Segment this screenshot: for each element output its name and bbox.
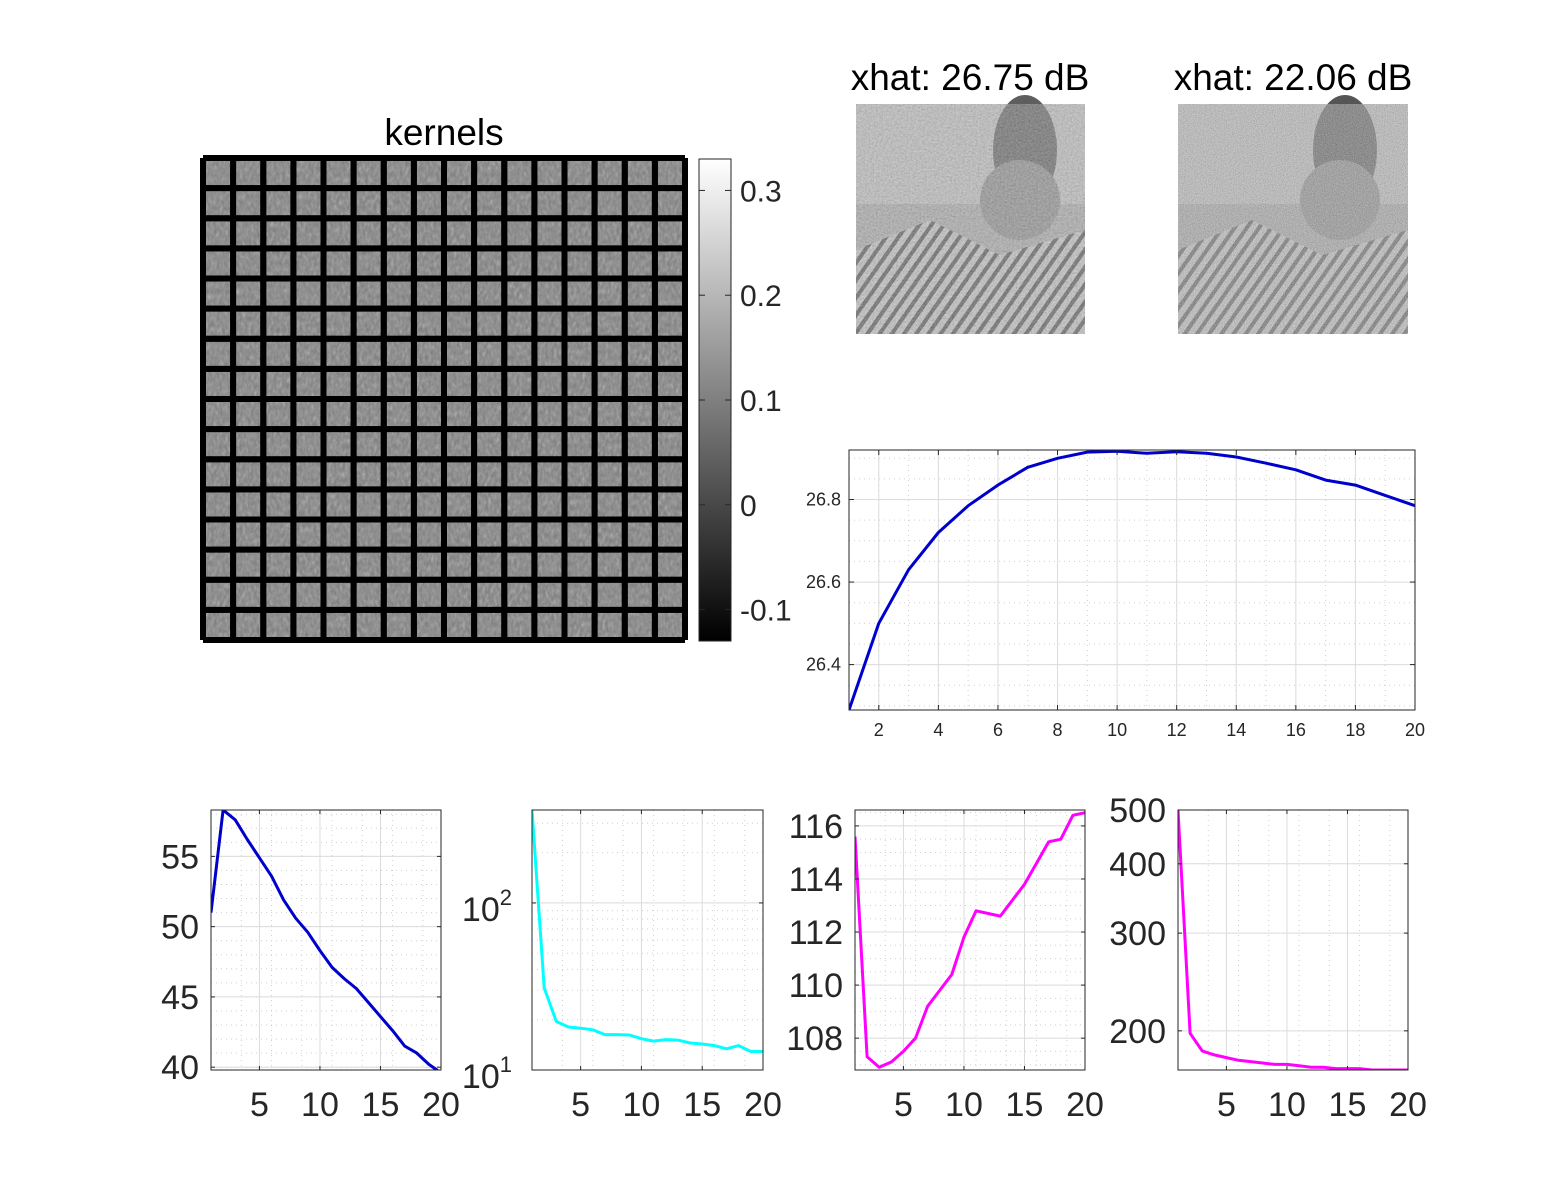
y-tick-label: 26.4 bbox=[806, 655, 841, 675]
x-tick-label: 20 bbox=[1405, 720, 1425, 740]
colorbar-ticks: 0.3 0.2 0.1 0 -0.1 bbox=[699, 175, 792, 628]
x-tick-label: 6 bbox=[993, 720, 1003, 740]
y-tick-label: 40 bbox=[161, 1049, 199, 1087]
x-tick-label: 15 bbox=[683, 1086, 721, 1124]
xhat-image-1 bbox=[856, 95, 1085, 334]
y-tick-exponent: 1 bbox=[500, 1052, 512, 1077]
xhat-image-1-title: xhat: 26.75 dB bbox=[851, 57, 1090, 98]
x-tick-label: 15 bbox=[1329, 1086, 1367, 1124]
x-tick-label: 20 bbox=[1066, 1086, 1104, 1124]
kernel-gutter bbox=[203, 606, 685, 613]
xhat-image-2 bbox=[1178, 95, 1408, 334]
y-tick-label: 45 bbox=[161, 979, 199, 1017]
kernel-gutter bbox=[203, 516, 685, 523]
x-tick-label: 14 bbox=[1226, 720, 1246, 740]
y-tick-label: 55 bbox=[161, 838, 199, 876]
kernel-gutter bbox=[203, 215, 685, 222]
y-tick-label: 400 bbox=[1109, 846, 1166, 884]
plot-area bbox=[849, 450, 1415, 710]
kernels-title: kernels bbox=[384, 112, 503, 153]
kernel-gutter bbox=[203, 576, 685, 583]
axes-box bbox=[848, 449, 1416, 711]
xhat-image-1-panel: xhat: 26.75 dB bbox=[851, 57, 1090, 334]
y-tick-label: 26.8 bbox=[806, 490, 841, 510]
y-tick-label: 112 bbox=[789, 914, 843, 952]
kernel-gutter bbox=[203, 335, 685, 342]
colorbar-tick-label: 0.3 bbox=[740, 175, 782, 208]
kernel-gutter bbox=[203, 275, 685, 282]
x-tick-label: 10 bbox=[1107, 720, 1127, 740]
y-tick-label: 108 bbox=[786, 1020, 843, 1058]
kernels-panel: kernels 0.3 0.2 0.1 0 -0.1 bbox=[200, 112, 792, 643]
psnr-line-chart: 2 4 6 8 10 12 14 16 18 20 26.4 26.6 26.8 bbox=[806, 449, 1425, 740]
y-tick-label: 101 bbox=[462, 1052, 512, 1096]
xhat-image-2-title: xhat: 22.06 dB bbox=[1174, 57, 1413, 98]
axes-box bbox=[854, 809, 1086, 1071]
x-tick-label: 12 bbox=[1167, 720, 1187, 740]
kernel-gutter bbox=[203, 155, 685, 161]
series-line bbox=[532, 810, 763, 1053]
y-tick-label: 500 bbox=[1109, 792, 1166, 830]
kernel-gutter bbox=[203, 365, 685, 372]
x-tick-label: 20 bbox=[1389, 1086, 1427, 1124]
kernel-gutter bbox=[203, 305, 685, 312]
x-tick-label: 10 bbox=[301, 1086, 339, 1124]
kernel-gutter bbox=[203, 637, 685, 643]
x-tick-label: 8 bbox=[1053, 720, 1063, 740]
x-tick-label: 16 bbox=[1286, 720, 1306, 740]
x-tick-label: 20 bbox=[744, 1086, 782, 1124]
kernel-gutter bbox=[203, 396, 685, 402]
x-tick-label: 4 bbox=[933, 720, 943, 740]
series-line bbox=[849, 450, 1415, 710]
bottom-chart-3: 5 10 15 20 108 110 112 114 116 bbox=[786, 808, 1104, 1124]
x-tick-label: 5 bbox=[894, 1086, 913, 1124]
y-tick-label: 300 bbox=[1109, 915, 1166, 953]
x-tick-label: 5 bbox=[571, 1086, 590, 1124]
y-tick-label: 102 bbox=[462, 885, 512, 929]
x-tick-label: 18 bbox=[1345, 720, 1365, 740]
x-tick-label: 5 bbox=[1217, 1086, 1236, 1124]
plot-area bbox=[211, 810, 441, 1070]
xhat-image-2-panel: xhat: 22.06 dB bbox=[1174, 57, 1413, 334]
colorbar-tick-label: 0.2 bbox=[740, 280, 782, 313]
y-tick-label: 110 bbox=[789, 967, 843, 1005]
kernel-gutter bbox=[203, 245, 685, 252]
bottom-chart-4: 5 10 15 20 200 300 400 500 bbox=[1109, 792, 1427, 1124]
x-tick-label: 5 bbox=[250, 1086, 269, 1124]
kernel-gutter bbox=[203, 185, 685, 192]
colorbar-tick-label: 0.1 bbox=[740, 385, 782, 418]
y-tick-exponent: 2 bbox=[500, 885, 512, 910]
series-line bbox=[211, 810, 440, 1070]
y-tick-label: 116 bbox=[789, 808, 843, 846]
x-tick-label: 10 bbox=[945, 1086, 983, 1124]
colorbar-tick-label: -0.1 bbox=[740, 595, 792, 628]
y-tick-label: 200 bbox=[1109, 1013, 1166, 1051]
axes-box bbox=[210, 809, 442, 1071]
plot-area bbox=[855, 810, 1085, 1070]
y-tick-label: 26.6 bbox=[806, 572, 841, 592]
colorbar-tick-label: 0 bbox=[740, 490, 757, 523]
x-tick-label: 15 bbox=[362, 1086, 400, 1124]
x-tick-label: 10 bbox=[623, 1086, 661, 1124]
bottom-chart-1: 5 10 15 20 40 45 50 55 bbox=[161, 809, 460, 1124]
y-tick-label: 50 bbox=[161, 909, 199, 947]
x-tick-label: 15 bbox=[1006, 1086, 1044, 1124]
series-line bbox=[855, 811, 1085, 1069]
bottom-chart-2: 5 10 15 20 101 102 bbox=[462, 809, 782, 1124]
plot-area bbox=[1178, 810, 1408, 1070]
x-tick-label: 20 bbox=[422, 1086, 460, 1124]
axes-box bbox=[531, 809, 764, 1071]
x-tick-label: 10 bbox=[1268, 1086, 1306, 1124]
kernel-gutter bbox=[203, 546, 685, 553]
y-tick-label: 114 bbox=[789, 861, 843, 899]
x-tick-label: 2 bbox=[874, 720, 884, 740]
kernel-cells bbox=[200, 155, 688, 643]
kernel-gutter bbox=[203, 456, 685, 463]
axes-box bbox=[1177, 809, 1409, 1071]
kernel-gutter bbox=[203, 486, 685, 493]
kernel-gutter bbox=[203, 426, 685, 433]
